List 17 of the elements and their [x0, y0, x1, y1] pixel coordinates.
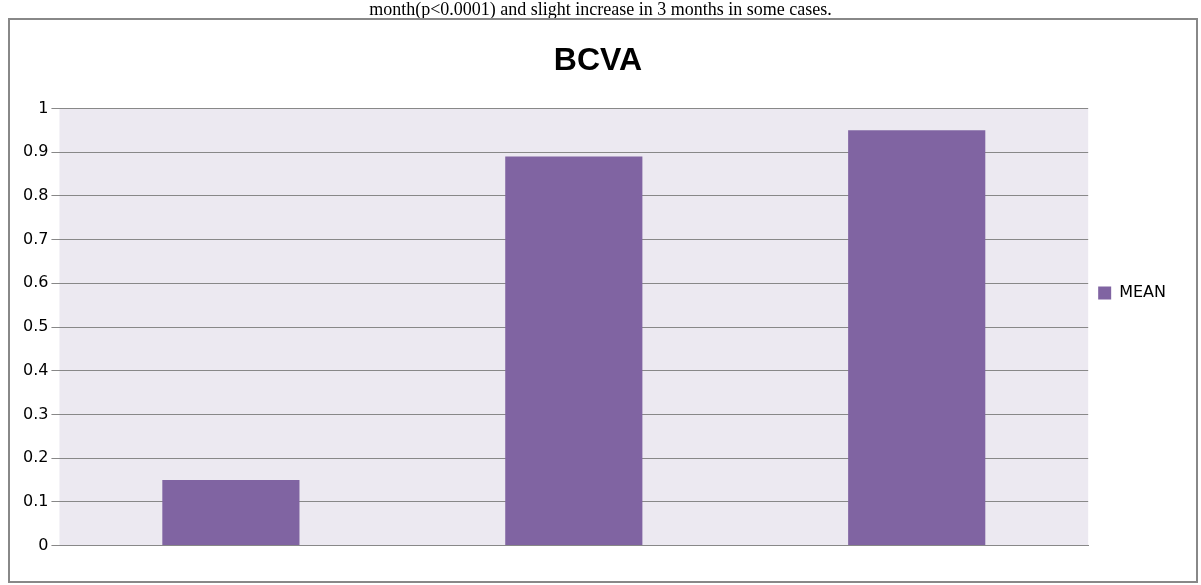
y-tick-label: 0.4	[22, 359, 49, 379]
y-tick-label: 0.9	[22, 141, 49, 161]
y-tick-label: 0.1	[22, 491, 49, 511]
bar	[162, 480, 300, 546]
y-tick-label: 0.2	[22, 447, 49, 467]
y-tick-label: 0.5	[22, 316, 49, 336]
text: month(p<0.0001) and slight increase in 3 months in some cases.	[368, 0, 833, 19]
y-tick-label: 0	[38, 534, 49, 554]
y-tick-label: 0.3	[22, 403, 49, 423]
legend-label: MEAN	[1119, 282, 1166, 302]
bar	[505, 156, 643, 546]
y-tick-label: 0.6	[22, 272, 49, 292]
y-tick-label: 0.8	[22, 185, 49, 204]
y-tick-label: 1	[38, 97, 49, 117]
y-tick-label: 0.7	[22, 228, 49, 248]
bar	[848, 130, 986, 546]
chart-title: BCVA	[553, 41, 643, 78]
